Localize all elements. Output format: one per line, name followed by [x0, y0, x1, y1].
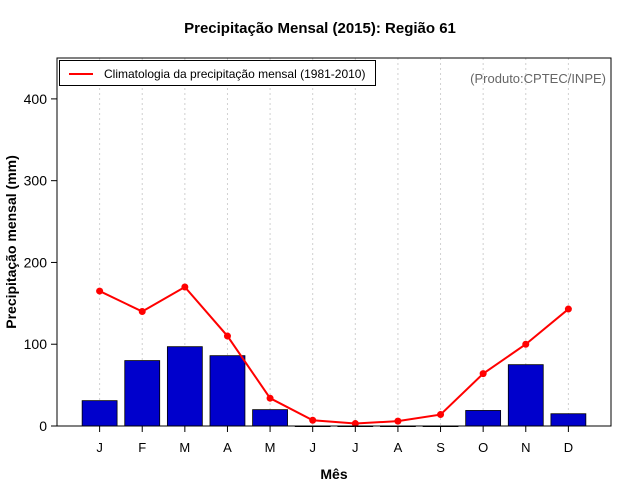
climatology-point [181, 283, 189, 291]
x-tick-label: O [478, 440, 488, 455]
x-tick-label: J [309, 440, 316, 455]
bar [81, 400, 118, 427]
y-axis-label: Precipitação mensal (mm) [3, 155, 19, 329]
climatology-point [223, 332, 231, 340]
y-tick-label: 300 [24, 173, 48, 189]
climatology-point [522, 340, 530, 348]
climatology-point [479, 370, 487, 378]
bar [166, 346, 203, 427]
bar [209, 355, 246, 427]
x-tick-label: A [394, 440, 403, 455]
x-tick-label: S [436, 440, 445, 455]
climatology-point [351, 420, 359, 428]
bar [252, 409, 288, 427]
plot-frame [56, 57, 612, 427]
x-tick-label: J [352, 440, 359, 455]
x-tick-label: A [223, 440, 232, 455]
climatology-point [564, 305, 572, 313]
x-tick-label: N [521, 440, 530, 455]
x-axis-label: Mês [320, 466, 348, 482]
climatology-line [99, 285, 570, 425]
x-tick-label: M [265, 440, 276, 455]
legend: Climatologia da precipitação mensal (198… [59, 60, 376, 86]
x-tick-label: D [564, 440, 573, 455]
x-tick-label: M [179, 440, 190, 455]
x-tick-label: F [138, 440, 146, 455]
chart-title: Precipitação Mensal (2015): Região 61 [184, 20, 456, 37]
legend-label: Climatologia da precipitação mensal (198… [104, 67, 366, 81]
climatology-point [394, 417, 402, 425]
y-tick-label: 0 [39, 418, 47, 434]
bar [465, 410, 502, 427]
y-tick-label: 400 [24, 91, 48, 107]
climatology-point [138, 308, 146, 316]
bar [124, 360, 161, 427]
climatology-point [96, 287, 104, 295]
bar [507, 364, 544, 427]
climatology-point [266, 394, 274, 402]
source-annotation: (Produto:CPTEC/INPE) [470, 71, 606, 86]
legend-line-swatch [69, 73, 93, 75]
y-tick-label: 100 [24, 336, 48, 352]
climatology-point [437, 411, 445, 419]
climatology-point [309, 416, 317, 424]
y-tick-label: 200 [24, 254, 48, 270]
x-tick-label: J [96, 440, 103, 455]
bar [550, 413, 587, 427]
